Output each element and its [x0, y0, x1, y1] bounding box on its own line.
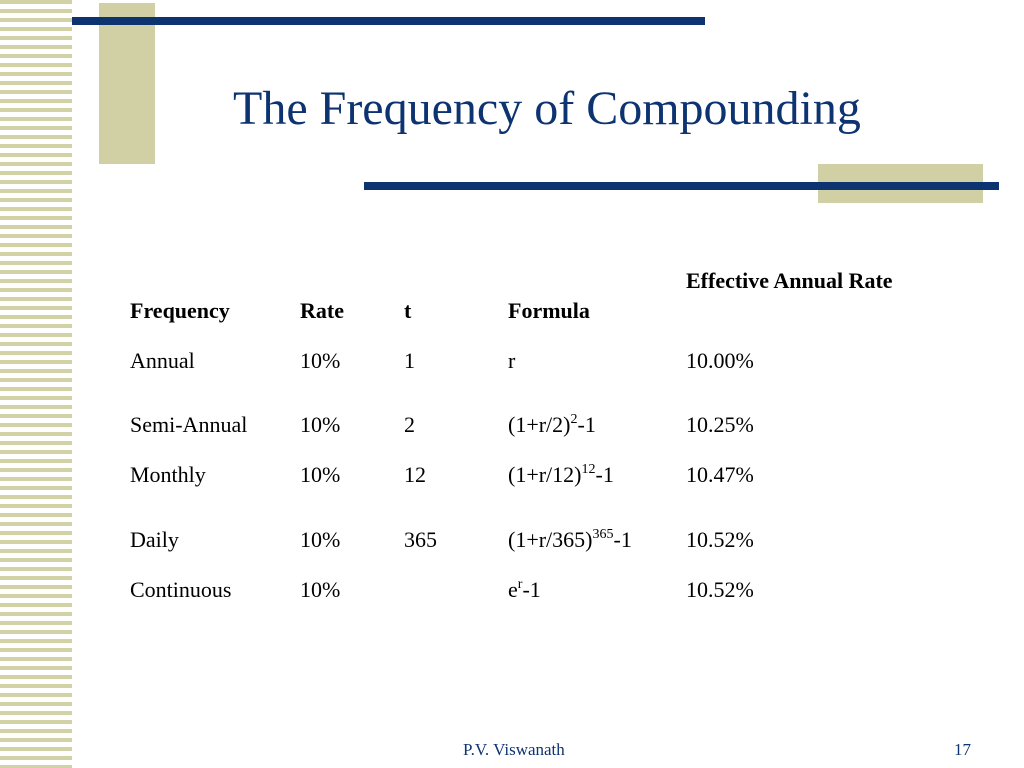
cell-formula: (1+r/2)2-1 — [508, 411, 596, 437]
cell-effective-rate: 10.52% — [686, 527, 754, 552]
decorative-bar-top — [72, 17, 705, 25]
cell-formula: r — [508, 348, 516, 373]
cell-formula: er-1 — [508, 576, 541, 602]
cell-rate: 10% — [300, 412, 341, 437]
footer-author: P.V. Viswanath — [463, 740, 565, 759]
header-t: t — [404, 298, 412, 323]
cell-t: 2 — [404, 412, 415, 437]
decorative-square-top — [99, 3, 155, 164]
cell-formula: (1+r/365)365-1 — [508, 526, 632, 552]
cell-frequency: Daily — [130, 527, 179, 552]
cell-effective-rate: 10.00% — [686, 348, 754, 373]
page-number: 17 — [954, 740, 971, 759]
cell-frequency: Monthly — [130, 462, 206, 487]
cell-effective-rate: 10.25% — [686, 412, 754, 437]
cell-rate: 10% — [300, 577, 341, 602]
cell-frequency: Semi-Annual — [130, 412, 248, 437]
cell-t: 12 — [404, 462, 426, 487]
cell-frequency: Continuous — [130, 577, 232, 602]
cell-t: 1 — [404, 348, 415, 373]
header-effective-annual-rate: Effective Annual Rate — [686, 268, 893, 293]
header-formula: Formula — [508, 298, 590, 323]
cell-t: 365 — [404, 527, 437, 552]
cell-frequency: Annual — [130, 348, 195, 373]
slide-title: The Frequency of Compounding — [233, 82, 861, 135]
header-frequency: Frequency — [130, 298, 230, 323]
decorative-stripes — [0, 0, 72, 768]
header-rate: Rate — [300, 298, 344, 323]
cell-effective-rate: 10.52% — [686, 577, 754, 602]
cell-rate: 10% — [300, 462, 341, 487]
cell-rate: 10% — [300, 348, 341, 373]
decorative-bar-bottom — [364, 182, 999, 190]
cell-rate: 10% — [300, 527, 341, 552]
cell-formula: (1+r/12)12-1 — [508, 461, 614, 487]
cell-effective-rate: 10.47% — [686, 462, 754, 487]
